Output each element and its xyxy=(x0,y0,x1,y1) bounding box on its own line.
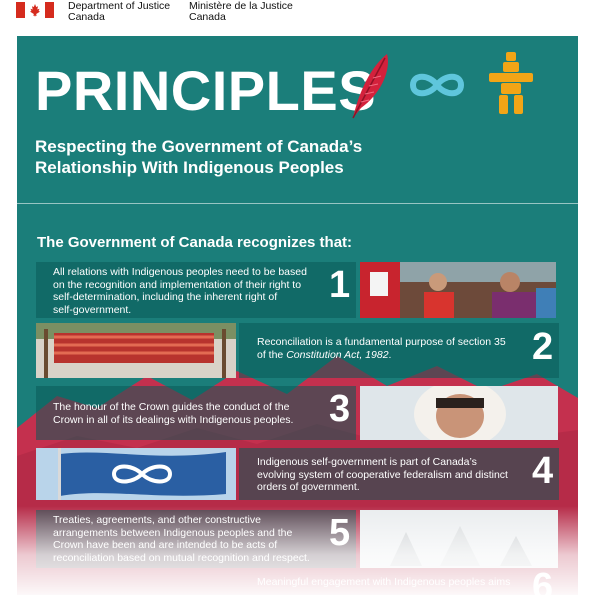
principle-number-2: 2 xyxy=(532,326,554,368)
principles-poster: PRINCIPLES Respecting the Government of … xyxy=(17,36,578,595)
principle-number-1: 1 xyxy=(329,264,351,306)
canada-flag-icon xyxy=(16,2,54,18)
principle-text-3: The honour of the Crown guides the condu… xyxy=(53,401,294,426)
principle-band-2 xyxy=(239,323,559,378)
department-name-fr: Ministère de la Justice Canada xyxy=(189,0,293,23)
principle-text-2: Reconciliation is a fundamental purpose … xyxy=(257,336,506,361)
principle-text-4: Indigenous self-government is part of Ca… xyxy=(257,456,508,493)
infinity-icon xyxy=(409,73,465,97)
page-subtitle: Respecting the Government of Canada’s Re… xyxy=(35,137,363,177)
inukshuk-icon xyxy=(489,52,533,114)
photo-indigenous-people-flag xyxy=(360,262,556,318)
site-header: Department of Justice Canada Ministère d… xyxy=(0,0,595,30)
photo-metis-flag xyxy=(36,448,236,500)
photo-woman-in-parka xyxy=(360,386,558,440)
feather-icon xyxy=(352,54,388,119)
department-name-en: Department of Justice Canada xyxy=(68,0,171,23)
bottom-fade-overlay xyxy=(17,506,578,595)
section-divider xyxy=(17,203,578,204)
principle-band-1 xyxy=(36,262,356,318)
principle-number-3: 3 xyxy=(329,388,351,430)
principle-band-4 xyxy=(239,448,559,500)
section-heading: The Government of Canada recognizes that… xyxy=(37,234,353,251)
principle-number-4: 4 xyxy=(532,450,554,492)
photo-drying-fish xyxy=(36,323,236,378)
principle-band-3 xyxy=(36,386,356,440)
page-title: PRINCIPLES xyxy=(35,59,377,122)
principle-text-1: All relations with Indigenous peoples ne… xyxy=(53,266,307,316)
